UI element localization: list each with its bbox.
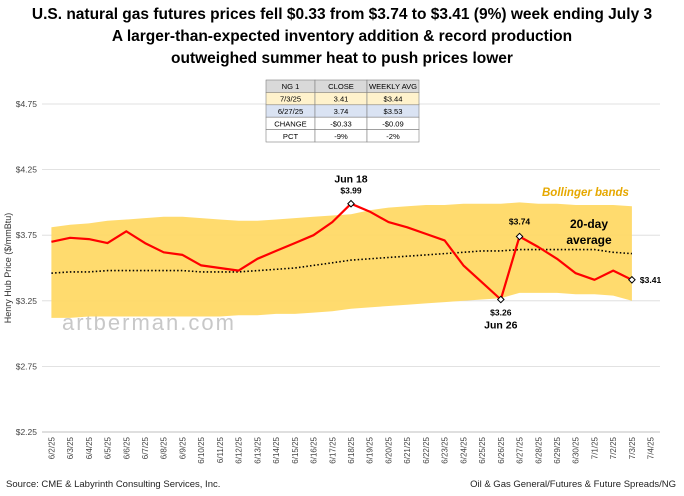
- x-tick-label: 6/4/25: [85, 436, 94, 459]
- table-value: -$0.09: [382, 119, 404, 128]
- table-header: WEEKLY AVG: [369, 82, 417, 91]
- trough-date-label: Jun 26: [484, 319, 517, 331]
- x-tick-label: 6/24/25: [459, 436, 468, 463]
- table-value: CHANGE: [274, 119, 307, 128]
- summary-table: NG 1 CLOSE WEEKLY AVG 7/3/25 3.41 $3.44 6/27/2…: [265, 79, 420, 143]
- bollinger-bands-label: Bollinger bands: [542, 187, 629, 199]
- rebound-marker: [515, 232, 524, 241]
- peak-value-label: $3.99: [340, 186, 362, 196]
- chart-title-line-3: outweighed summer heat to push prices lo…: [171, 50, 513, 67]
- x-tick-label: 6/30/25: [572, 436, 581, 463]
- x-tick-label: 6/23/25: [441, 436, 450, 463]
- x-tick-label: 6/7/25: [141, 436, 150, 459]
- peak-marker: [347, 199, 355, 208]
- chart-title-line-1: U.S. natural gas futures prices fell $0.…: [31, 6, 653, 23]
- x-tick-label: 6/9/25: [178, 436, 187, 459]
- x-tick-label: 6/16/25: [310, 436, 319, 463]
- x-tick-label: 6/22/25: [422, 436, 431, 463]
- x-tick-label: 7/2/25: [609, 436, 618, 459]
- x-tick-label: 6/12/25: [235, 436, 244, 463]
- x-tick-label: 6/5/25: [104, 436, 113, 459]
- x-tick-label: 6/2/25: [47, 436, 56, 459]
- x-tick-label: 6/10/25: [197, 436, 206, 463]
- footer-path: Oil & Gas General/Futures & Future Sprea…: [470, 479, 676, 490]
- x-tick-label: 6/15/25: [291, 436, 300, 463]
- x-tick-label: 6/20/25: [384, 436, 393, 463]
- y-tick-label: $2.25: [16, 427, 38, 437]
- table-value: PCT: [283, 132, 299, 141]
- x-tick-label: 6/21/25: [403, 436, 412, 463]
- x-tick-label: 6/11/25: [216, 436, 225, 463]
- x-tick-label: 6/18/25: [347, 436, 356, 463]
- table-value: $3.53: [383, 107, 402, 116]
- table-header: NG 1: [282, 82, 300, 91]
- avg-line: [51, 248, 632, 274]
- table-value: 7/3/25: [280, 95, 301, 104]
- y-tick-label: $2.75: [16, 361, 38, 371]
- avg-label-line-1: 20-day: [570, 217, 608, 231]
- price-line: [51, 202, 633, 301]
- trough-marker: [496, 295, 505, 304]
- table-value: 3.41: [334, 95, 349, 104]
- x-tick-label: 7/4/25: [647, 436, 656, 459]
- x-tick-label: 6/28/25: [534, 436, 543, 463]
- last-value-label: $3.41: [640, 275, 662, 285]
- y-axis-label: Henry Hub Price ($/mmBtu): [3, 213, 13, 324]
- x-tick-label: 7/1/25: [590, 436, 599, 459]
- footer-source: Source: CME & Labyrinth Consulting Servi…: [6, 479, 221, 490]
- table-value: -9%: [334, 132, 348, 141]
- chart-title-line-2: A larger-than-expected inventory additio…: [111, 28, 573, 45]
- x-tick-label: 6/13/25: [253, 436, 262, 463]
- table-value: -2%: [386, 132, 400, 141]
- x-tick-label: 6/29/25: [553, 436, 562, 463]
- table-header: CLOSE: [328, 82, 354, 91]
- y-tick-label: $3.75: [16, 230, 38, 240]
- y-tick-label: $4.75: [16, 99, 38, 109]
- avg-label-line-2: average: [566, 233, 612, 247]
- last-marker: [628, 275, 636, 284]
- x-tick-label: 6/14/25: [272, 436, 281, 463]
- table-value: 6/27/25: [278, 107, 303, 116]
- table-value: -$0.33: [330, 119, 352, 128]
- x-tick-label: 6/27/25: [516, 436, 525, 463]
- y-tick-label: $4.25: [16, 165, 38, 175]
- peak-date-label: Jun 18: [334, 174, 367, 186]
- x-tick-label: 6/8/25: [160, 436, 169, 459]
- x-tick-label: 6/17/25: [328, 436, 337, 463]
- y-tick-label: $3.25: [16, 296, 38, 306]
- x-tick-label: 6/3/25: [66, 436, 75, 459]
- table-value: $3.44: [383, 95, 402, 104]
- table-cell: [366, 129, 420, 143]
- bollinger-band: [51, 202, 632, 318]
- x-tick-label: 6/26/25: [497, 436, 506, 463]
- x-tick-label: 6/25/25: [478, 436, 487, 463]
- trough-value-label: $3.26: [490, 307, 512, 317]
- x-tick-label: 6/6/25: [122, 436, 131, 459]
- table-value: 3.74: [334, 107, 349, 116]
- x-tick-label: 6/19/25: [366, 436, 375, 463]
- rebound-value-label: $3.74: [509, 217, 531, 227]
- x-tick-label: 7/3/25: [628, 436, 637, 459]
